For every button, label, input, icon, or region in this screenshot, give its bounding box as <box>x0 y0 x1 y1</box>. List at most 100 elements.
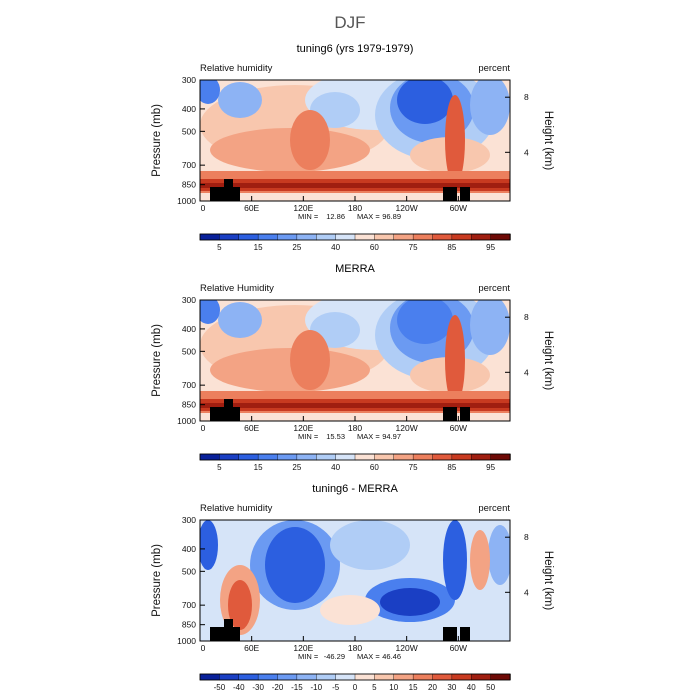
y2-axis-label: Height (km) <box>542 551 554 611</box>
x-tick-label: 120E <box>293 423 313 433</box>
terrain-block <box>210 187 224 201</box>
y-tick-label: 400 <box>182 324 196 334</box>
panel-title: tuning6 - MERRA <box>312 483 398 495</box>
terrain-block <box>210 627 224 641</box>
contour-region <box>228 580 252 630</box>
contour-region <box>470 300 510 355</box>
colorbar-label: -40 <box>233 683 245 692</box>
colorbar-swatch <box>296 453 317 461</box>
y-tick-label: 700 <box>182 600 196 610</box>
colorbar-swatch <box>393 453 414 461</box>
x-tick-label: 0 <box>201 203 206 213</box>
colorbar-label: 85 <box>447 463 456 472</box>
contour-region <box>200 300 220 324</box>
terrain-block <box>233 187 240 201</box>
colorbar-swatch <box>471 453 492 461</box>
contour-region <box>445 315 465 405</box>
terrain-block <box>233 627 240 641</box>
contour-region <box>330 520 410 570</box>
colorbar-label: 10 <box>389 683 398 692</box>
stat-min-label: MIN = <box>298 212 319 221</box>
contour-region <box>445 95 465 185</box>
colorbar-label: -5 <box>332 683 340 692</box>
stat-max-label: MAX = <box>357 432 380 441</box>
y-axis-label: Pressure (mb) <box>151 324 163 397</box>
stat-min-value: 12.86 <box>326 212 345 221</box>
colorbar-label: 15 <box>254 463 263 472</box>
colorbar-label: 95 <box>486 463 495 472</box>
terrain-block <box>443 407 457 421</box>
colorbar-label: 30 <box>447 683 456 692</box>
colorbar-swatch <box>451 453 472 461</box>
colorbar-label: 50 <box>486 683 495 692</box>
stat-max-value: 96.89 <box>382 212 401 221</box>
stat-min-value: -46.29 <box>324 652 345 661</box>
colorbar-swatch <box>432 673 453 681</box>
x-tick-label: 180 <box>348 203 362 213</box>
y2-tick-label: 8 <box>524 92 529 102</box>
y2-tick-label: 8 <box>524 312 529 322</box>
contour-region <box>265 527 325 603</box>
x-tick-label: 60W <box>450 203 467 213</box>
contour-region <box>320 595 380 625</box>
contour-region <box>470 530 490 590</box>
colorbar-swatch <box>354 673 376 681</box>
colorbar-swatch <box>393 233 414 241</box>
colorbar-swatch <box>432 233 453 241</box>
colorbar-swatch <box>335 233 356 241</box>
contour-field <box>200 80 510 201</box>
colorbar-swatch <box>490 453 511 461</box>
stat-max-label: MAX = <box>357 212 380 221</box>
x-tick-label: 60E <box>244 643 259 653</box>
colorbar-label: 5 <box>217 463 222 472</box>
contour-region <box>443 520 467 600</box>
x-tick-label: 120W <box>396 423 418 433</box>
x-tick-label: 180 <box>348 423 362 433</box>
y-axis-label: Pressure (mb) <box>151 104 163 177</box>
terrain-block <box>224 619 233 641</box>
colorbar-label: -10 <box>310 683 322 692</box>
left-label: Relative humidity <box>200 503 273 514</box>
colorbar-swatch <box>219 453 240 461</box>
panel-3: tuning6 - MERRA Relative humidity percent P… <box>151 483 554 692</box>
colorbar-label: 95 <box>486 243 495 252</box>
colorbar-swatch <box>277 233 298 241</box>
colorbar-swatch <box>238 673 259 681</box>
boundary-layer-max <box>200 403 510 408</box>
colorbar-frame <box>199 233 511 241</box>
terrain-block <box>460 627 470 641</box>
y-tick-label: 700 <box>182 380 196 390</box>
colorbar-label: 40 <box>467 683 476 692</box>
colorbar-label: 40 <box>331 463 340 472</box>
colorbar-swatch <box>490 233 511 241</box>
colorbar-label: -50 <box>214 683 226 692</box>
colorbar-swatch <box>374 233 395 241</box>
colorbar-swatch <box>296 233 317 241</box>
y2-tick-label: 4 <box>524 587 529 597</box>
x-tick-label: 120W <box>396 203 418 213</box>
y-tick-label: 700 <box>182 160 196 170</box>
x-tick-label: 0 <box>201 643 206 653</box>
colorbar-label: -20 <box>272 683 284 692</box>
colorbar-swatch <box>277 673 298 681</box>
colorbar-swatch <box>316 233 337 241</box>
colorbar-label: 75 <box>409 463 418 472</box>
colorbar-swatch <box>199 673 221 681</box>
colorbar-swatch <box>199 453 221 461</box>
x-tick-label: 180 <box>348 643 362 653</box>
contour-region <box>210 348 370 392</box>
colorbar-label: -15 <box>291 683 303 692</box>
colorbar-label: 25 <box>292 463 301 472</box>
colorbar-swatch <box>490 673 511 681</box>
colorbar-label: 0 <box>353 683 358 692</box>
contour-region <box>488 525 510 585</box>
boundary-layer-max <box>200 183 510 188</box>
contour-field <box>200 300 510 421</box>
colorbar-label: 20 <box>428 683 437 692</box>
contour-region <box>470 80 510 135</box>
colorbar-swatch <box>238 453 259 461</box>
y2-axis-label: Height (km) <box>542 331 554 391</box>
figure-title: DJF <box>334 13 365 32</box>
contour-field <box>200 520 510 641</box>
stat-max-value: 94.97 <box>382 432 401 441</box>
